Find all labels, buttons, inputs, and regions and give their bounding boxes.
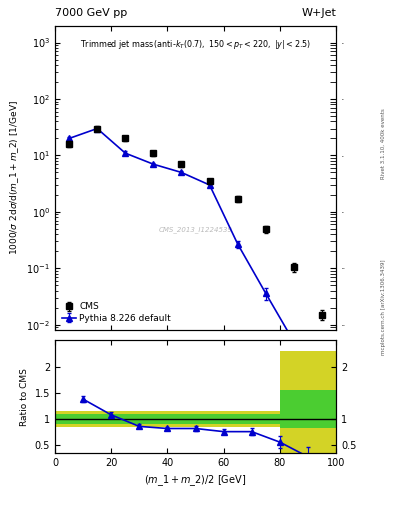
Text: mcplots.cern.ch [arXiv:1306.3439]: mcplots.cern.ch [arXiv:1306.3439] xyxy=(381,260,386,355)
X-axis label: $(m\_1 + m\_2) / 2\ [\mathrm{GeV}]$: $(m\_1 + m\_2) / 2\ [\mathrm{GeV}]$ xyxy=(145,474,246,488)
Y-axis label: Ratio to CMS: Ratio to CMS xyxy=(20,368,29,426)
Legend: CMS, Pythia 8.226 default: CMS, Pythia 8.226 default xyxy=(59,300,174,326)
Text: W+Jet: W+Jet xyxy=(301,8,336,18)
Text: CMS_2013_I1224539: CMS_2013_I1224539 xyxy=(158,226,233,233)
Text: Trimmed jet mass$\,({\rm anti}\text{-}k_T(0.7),\ 150{<}p_T{<}220,\ |y|{<}2.5)$: Trimmed jet mass$\,({\rm anti}\text{-}k_… xyxy=(80,38,311,51)
Text: 7000 GeV pp: 7000 GeV pp xyxy=(55,8,127,18)
Y-axis label: $1000/\sigma\ 2\mathrm{d}\sigma/\mathrm{d}(m\_1 + m\_2)\ [1/\mathrm{GeV}]$: $1000/\sigma\ 2\mathrm{d}\sigma/\mathrm{… xyxy=(8,100,21,255)
Text: Rivet 3.1.10, 400k events: Rivet 3.1.10, 400k events xyxy=(381,108,386,179)
